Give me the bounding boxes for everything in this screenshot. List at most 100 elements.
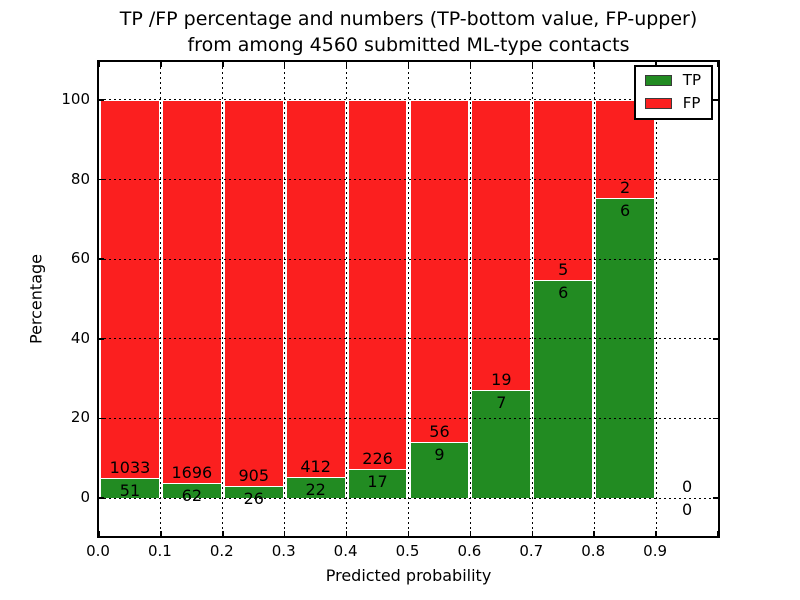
x-tick-label: 0.0 — [86, 542, 110, 560]
gridline-horizontal — [99, 497, 718, 499]
bar-tp-segment — [162, 484, 221, 499]
fp-count-label: 2 — [620, 178, 631, 198]
y-tick-mark — [99, 497, 104, 499]
y-tick-label: 100 — [61, 89, 90, 108]
fp-count-label: 226 — [362, 449, 393, 469]
bar-fp-segment — [286, 99, 345, 477]
x-tick-label: 0.2 — [209, 542, 234, 560]
x-tick-mark — [283, 62, 286, 67]
x-tick-mark — [531, 62, 534, 67]
x-tick-mark — [655, 531, 657, 536]
gridline-vertical — [655, 62, 657, 536]
y-tick-mark — [99, 99, 104, 101]
x-tick-label: 0.5 — [395, 542, 420, 560]
tp-count-label: 22 — [305, 479, 326, 499]
bar-tp-segment — [101, 479, 159, 499]
x-tick-label: 0.1 — [147, 542, 172, 560]
gridline-vertical — [531, 62, 533, 536]
bar-tp-segment — [224, 487, 283, 499]
bar-tp-segment — [348, 470, 407, 499]
x-tick-label: 0.6 — [457, 542, 482, 560]
y-tick-label: 40 — [70, 328, 90, 347]
gridline-vertical — [346, 62, 348, 536]
x-tick-mark — [160, 62, 162, 67]
gridline-horizontal — [99, 179, 718, 180]
tp-count-label: 62 — [181, 486, 203, 506]
tp-count-label: 51 — [119, 481, 141, 501]
y-tick-mark — [713, 178, 718, 181]
x-tick-label: 0.9 — [643, 542, 668, 560]
bar-fp-segment — [348, 99, 407, 470]
plot-area: 1033 51 1696 62 905 26 412 22 226 17 56 9 19 7 5 6 2 6 0 0 — [97, 60, 720, 538]
x-tick-mark — [593, 531, 595, 536]
chart-title-line2: from among 4560 submitted ML-type contac… — [187, 34, 630, 56]
legend-label-tp: TP — [682, 71, 701, 89]
x-tick-mark — [98, 62, 100, 67]
fp-count-label: 56 — [429, 422, 450, 441]
gridline-horizontal — [99, 258, 718, 260]
gridline-vertical — [408, 62, 409, 536]
bar-tp-segment — [534, 280, 593, 499]
legend-item-tp: TP — [644, 71, 701, 89]
bar-fp-segment — [162, 99, 221, 484]
bar-fp-segment — [534, 99, 593, 280]
gridline-horizontal — [99, 338, 718, 340]
tp-legend-swatch-icon — [644, 75, 672, 86]
y-tick-mark — [99, 417, 104, 420]
x-tick-mark — [222, 62, 224, 67]
y-tick-mark — [713, 99, 718, 101]
y-tick-label: 0 — [80, 488, 90, 507]
tp-count-label: 9 — [434, 445, 445, 464]
y-tick-mark — [713, 258, 718, 260]
fp-count-label: 412 — [300, 456, 331, 476]
gridline-horizontal — [99, 417, 718, 419]
bar-fp-segment — [101, 99, 159, 479]
fp-count-label: 1696 — [171, 463, 213, 483]
legend: TP FP — [633, 65, 713, 120]
x-tick-mark — [593, 62, 595, 67]
gridline-horizontal — [99, 99, 718, 101]
y-tick-mark — [99, 258, 104, 260]
gridline-vertical — [160, 62, 162, 536]
x-tick-mark — [531, 531, 534, 536]
tp-count-label: 7 — [496, 392, 507, 412]
gridline-vertical — [469, 62, 471, 536]
x-tick-mark — [407, 531, 410, 536]
gridline-vertical — [284, 62, 286, 536]
x-tick-label: 0.7 — [519, 542, 544, 560]
tp-count-label: 26 — [243, 489, 264, 509]
fp-count-label: 1033 — [109, 458, 151, 478]
y-tick-mark — [713, 338, 718, 340]
x-tick-mark — [469, 62, 472, 67]
x-axis-label: Predicted probability — [325, 566, 492, 585]
fp-count-label: 19 — [491, 369, 512, 389]
x-tick-mark — [98, 531, 100, 536]
legend-item-fp: FP — [644, 94, 701, 112]
tp-count-label: 6 — [620, 201, 631, 221]
y-tick-label: 60 — [70, 249, 90, 268]
x-tick-mark — [717, 531, 719, 536]
y-tick-mark — [99, 178, 104, 181]
x-tick-mark — [717, 62, 719, 67]
x-tick-mark — [160, 531, 162, 536]
y-tick-mark — [99, 338, 104, 340]
fp-count-label: 5 — [558, 259, 569, 279]
bar-tp-segment — [286, 477, 345, 499]
fp-count-label: 0 — [681, 477, 693, 497]
x-tick-mark — [345, 531, 348, 536]
bar-tp-segment — [596, 199, 655, 499]
bar-fp-segment — [410, 99, 469, 442]
x-tick-mark — [407, 62, 410, 67]
x-tick-mark — [222, 531, 224, 536]
gridline-vertical — [593, 62, 595, 536]
tp-count-label: 0 — [681, 500, 693, 520]
y-tick-mark — [713, 497, 718, 499]
bar-fp-segment — [472, 99, 531, 390]
x-tick-mark — [345, 62, 348, 67]
legend-label-fp: FP — [682, 94, 701, 112]
bar-fp-segment — [224, 99, 283, 487]
bar-tp-segment — [410, 443, 469, 499]
fp-legend-swatch-icon — [644, 98, 672, 109]
x-tick-label: 0.8 — [581, 542, 606, 560]
